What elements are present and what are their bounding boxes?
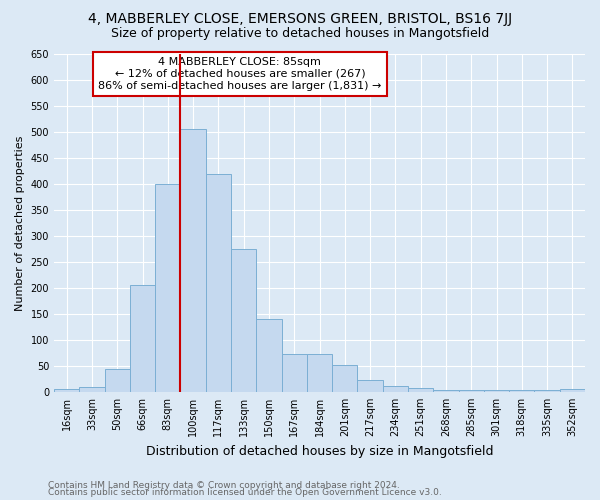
Bar	[484, 390, 509, 392]
Bar	[358, 380, 383, 392]
Bar	[256, 319, 281, 392]
Bar	[231, 249, 256, 392]
Text: Size of property relative to detached houses in Mangotsfield: Size of property relative to detached ho…	[111, 28, 489, 40]
Text: Contains HM Land Registry data © Crown copyright and database right 2024.: Contains HM Land Registry data © Crown c…	[48, 480, 400, 490]
Bar	[130, 286, 155, 392]
Text: 4, MABBERLEY CLOSE, EMERSONS GREEN, BRISTOL, BS16 7JJ: 4, MABBERLEY CLOSE, EMERSONS GREEN, BRIS…	[88, 12, 512, 26]
Bar	[155, 184, 181, 392]
Text: Contains public sector information licensed under the Open Government Licence v3: Contains public sector information licen…	[48, 488, 442, 497]
Bar	[383, 386, 408, 392]
Bar	[509, 390, 535, 392]
X-axis label: Distribution of detached houses by size in Mangotsfield: Distribution of detached houses by size …	[146, 444, 493, 458]
Text: 4 MABBERLEY CLOSE: 85sqm
← 12% of detached houses are smaller (267)
86% of semi-: 4 MABBERLEY CLOSE: 85sqm ← 12% of detach…	[98, 58, 382, 90]
Bar	[408, 388, 433, 392]
Bar	[535, 390, 560, 392]
Bar	[458, 390, 484, 392]
Bar	[332, 365, 358, 392]
Y-axis label: Number of detached properties: Number of detached properties	[15, 136, 25, 310]
Bar	[433, 390, 458, 392]
Bar	[181, 130, 206, 392]
Bar	[281, 354, 307, 392]
Bar	[206, 174, 231, 392]
Bar	[307, 354, 332, 392]
Bar	[79, 386, 104, 392]
Bar	[560, 390, 585, 392]
Bar	[54, 390, 79, 392]
Bar	[104, 368, 130, 392]
